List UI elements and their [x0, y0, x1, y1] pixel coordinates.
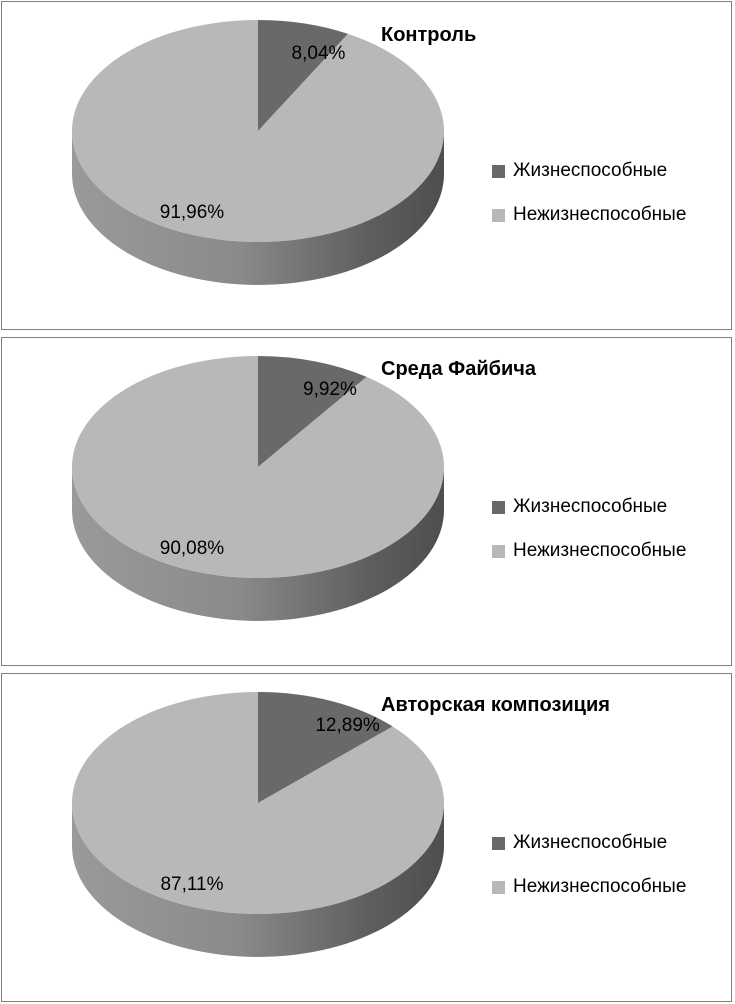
chart-title: Контроль [381, 24, 477, 46]
legend-item-nonviable: Нежизнеспособные [492, 876, 686, 898]
pie-slice-viable [258, 692, 393, 803]
legend: Жизнеспособные Нежизнеспособные [492, 832, 686, 920]
legend-swatch-nonviable [492, 208, 505, 222]
legend-item-nonviable: Нежизнеспособные [492, 540, 686, 562]
chart-panel-faibich: 9,92% 90,08% Среда Файбича Жизнеспособные… [1, 337, 732, 666]
legend-swatch-nonviable [492, 880, 505, 894]
legend-swatch-nonviable [492, 544, 505, 558]
data-label-nonviable: 87,11% [160, 874, 223, 895]
legend-label: Жизнеспособные [513, 496, 668, 517]
chart-title: Авторская композиция [381, 694, 610, 716]
pie-chart-control: 8,04% 91,96% [71, 20, 445, 285]
pie-chart-faibich: 9,92% 90,08% [72, 356, 444, 621]
data-label-nonviable: 90,08% [160, 538, 225, 559]
chart-panel-author: 12,89% 87,11% Авторская композиция Жизнес… [1, 673, 732, 1002]
pie-slice-viable [258, 356, 367, 467]
pie-chart-author: 12,89% 87,11% [72, 692, 444, 957]
legend-item-viable: Жизнеспособные [492, 496, 686, 518]
pie-side-wall [72, 131, 444, 285]
data-label-viable: 9,92% [303, 379, 357, 400]
pie-side-wall [72, 803, 444, 957]
legend-item-nonviable: Нежизнеспособные [492, 204, 686, 226]
legend-label: Нежизнеспособные [513, 540, 687, 561]
data-label-nonviable: 91,96% [160, 202, 225, 223]
legend-swatch-viable [492, 500, 505, 514]
legend-swatch-viable [492, 164, 505, 178]
pie-slice-viable [258, 20, 349, 131]
legend-swatch-viable [492, 836, 505, 850]
pie-slice-nonviable [71, 20, 445, 242]
chart-title: Среда Файбича [381, 358, 537, 380]
pie-slice-nonviable [72, 356, 444, 578]
data-label-viable: 8,04% [292, 43, 346, 64]
legend-label: Жизнеспособные [513, 832, 668, 853]
pie-slice-nonviable [72, 692, 444, 914]
pie-side-wall [72, 467, 444, 621]
data-label-viable: 12,89% [315, 715, 380, 736]
chart-panel-control: 8,04% 91,96% Контроль Жизнеспособные Нежи… [1, 1, 732, 330]
legend-label: Нежизнеспособные [513, 876, 687, 897]
legend: Жизнеспособные Нежизнеспособные [492, 160, 686, 248]
legend: Жизнеспособные Нежизнеспособные [492, 496, 686, 584]
legend-item-viable: Жизнеспособные [492, 832, 686, 854]
legend-item-viable: Жизнеспособные [492, 160, 686, 182]
legend-label: Нежизнеспособные [513, 204, 687, 225]
legend-label: Жизнеспособные [513, 160, 668, 181]
